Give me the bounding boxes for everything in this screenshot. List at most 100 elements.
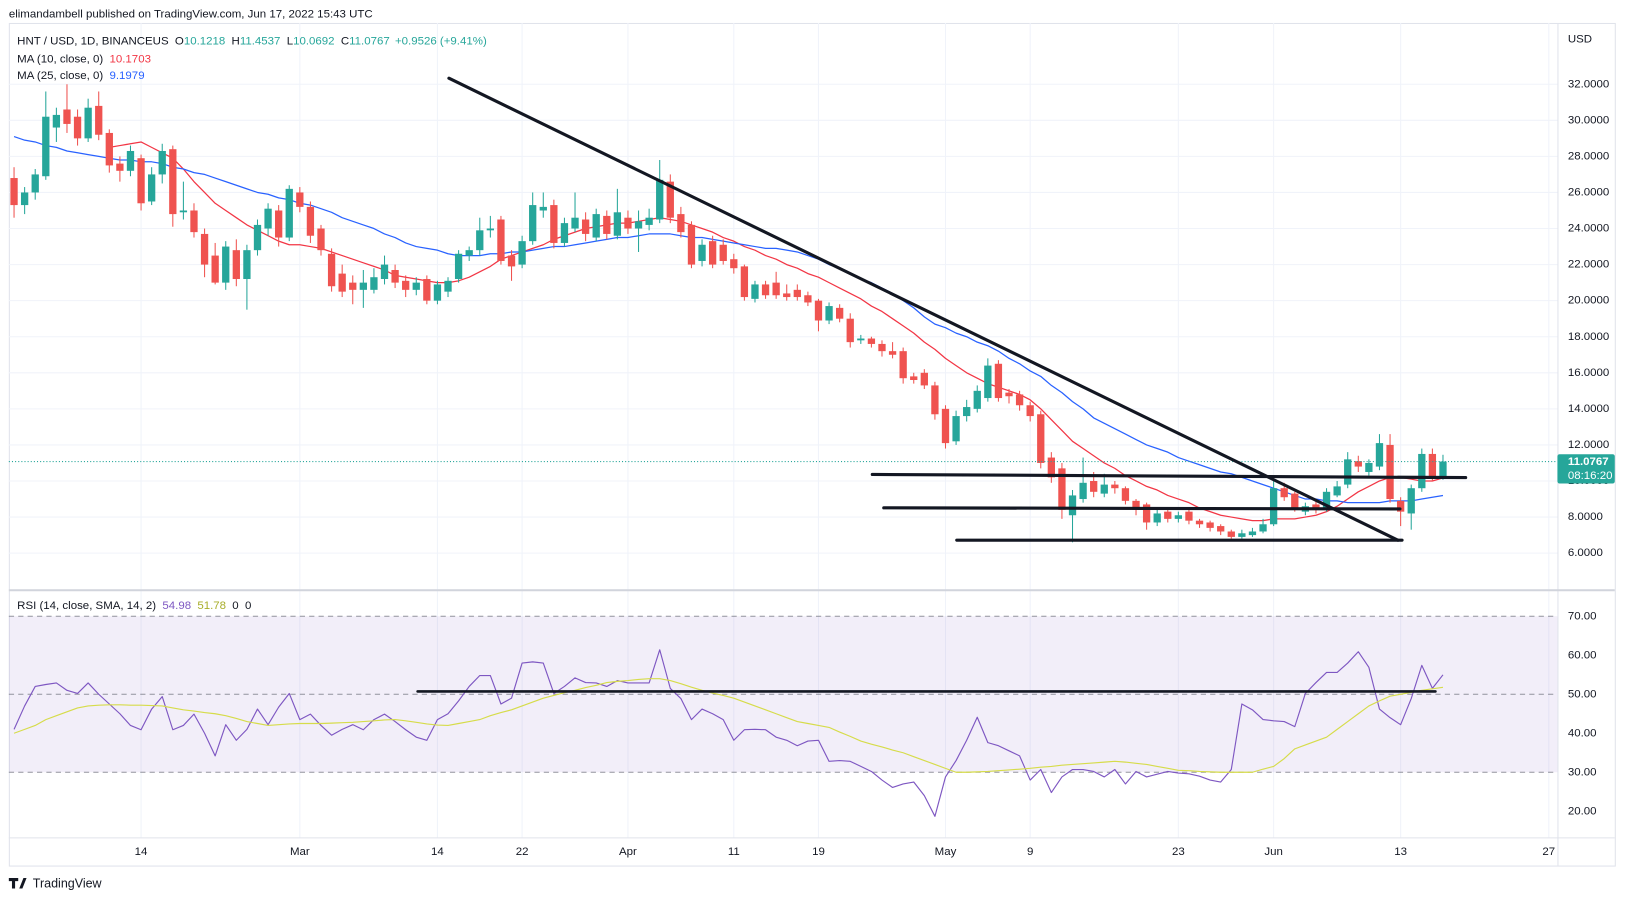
rsi-line bbox=[13, 649, 1444, 817]
candle-body bbox=[1068, 495, 1077, 516]
candle-body bbox=[296, 192, 304, 207]
y-tick-label: 28.0000 bbox=[1568, 150, 1609, 162]
logo-mark bbox=[8, 878, 27, 889]
candle-body bbox=[761, 284, 770, 296]
candle-body bbox=[613, 212, 622, 236]
candle-body bbox=[931, 385, 939, 415]
candle-body bbox=[1005, 392, 1013, 397]
candle-body bbox=[507, 255, 516, 267]
candle-body bbox=[560, 223, 569, 243]
candle-body bbox=[253, 224, 262, 251]
legend-item: C bbox=[341, 36, 349, 48]
candle-body bbox=[624, 217, 632, 229]
candle-body bbox=[10, 178, 18, 206]
candle-body bbox=[1269, 488, 1278, 525]
candle-body bbox=[433, 284, 442, 301]
candle-body bbox=[899, 351, 907, 379]
candle-body bbox=[751, 284, 759, 299]
candle-body bbox=[878, 343, 886, 352]
candle-body bbox=[984, 365, 992, 399]
support-line bbox=[882, 506, 1402, 511]
legend-item: 0 bbox=[245, 600, 251, 612]
x-tick-label: 23 bbox=[1172, 846, 1185, 858]
y-tick-label: 30.0000 bbox=[1568, 114, 1609, 126]
candle-body bbox=[465, 250, 473, 256]
candle-body bbox=[973, 390, 981, 409]
candle-body bbox=[317, 228, 325, 251]
candle-body bbox=[1153, 513, 1161, 523]
legend-item: MA (10, close, 0) bbox=[17, 53, 103, 65]
candle-body bbox=[232, 250, 240, 280]
moving-average bbox=[13, 135, 1444, 504]
y-tick-label: 20.0000 bbox=[1568, 295, 1609, 307]
candle-body bbox=[370, 277, 378, 290]
candle-body bbox=[42, 116, 50, 177]
y-tick-label: 24.0000 bbox=[1568, 223, 1609, 235]
candle-body bbox=[126, 150, 135, 171]
tradingview-logo: TradingView bbox=[8, 877, 103, 891]
candle-body bbox=[169, 149, 177, 215]
candle-body bbox=[1111, 484, 1119, 489]
candle-body bbox=[1333, 486, 1341, 496]
candle-body bbox=[63, 109, 71, 124]
candle-body bbox=[1312, 504, 1320, 510]
candle-body bbox=[634, 221, 643, 229]
candle-body bbox=[708, 241, 717, 265]
rsi-tick-label: 30.00 bbox=[1568, 766, 1597, 778]
candle-body bbox=[147, 174, 156, 202]
candle-body bbox=[444, 280, 452, 292]
y-tick-label: 22.0000 bbox=[1568, 259, 1609, 271]
x-tick-label: 9 bbox=[1027, 846, 1033, 858]
y-tick-label: 16.0000 bbox=[1568, 367, 1609, 379]
candle-body bbox=[1344, 459, 1352, 485]
candle-body bbox=[677, 214, 685, 233]
candle-body bbox=[1174, 515, 1183, 519]
y-tick-label: 26.0000 bbox=[1568, 186, 1609, 198]
candle-body bbox=[783, 293, 791, 298]
candle-body bbox=[179, 210, 188, 213]
candle-body bbox=[1428, 453, 1437, 479]
ma-legend: MA (25, close, 0) 9.1979 bbox=[17, 70, 144, 82]
candle-body bbox=[285, 188, 293, 238]
rsi-tick-label: 70.00 bbox=[1568, 610, 1597, 622]
candle-body bbox=[571, 217, 579, 229]
trend-drawings bbox=[416, 76, 1468, 693]
candle-body bbox=[1259, 524, 1267, 532]
candle-body bbox=[603, 215, 611, 234]
candle-body bbox=[867, 338, 876, 344]
candle-body bbox=[20, 192, 29, 206]
legend-item: 51.78 bbox=[197, 600, 226, 612]
label-layer: 6.00008.000010.000012.000014.000016.0000… bbox=[135, 78, 1615, 858]
candle-body bbox=[402, 280, 410, 290]
candle-body bbox=[1238, 533, 1246, 537]
candle-body bbox=[1195, 520, 1204, 525]
candle-body bbox=[1227, 531, 1235, 537]
candle-body bbox=[825, 306, 833, 321]
candle-body bbox=[1217, 526, 1225, 532]
legend-item: RSI (14, close, SMA, 14, 2) bbox=[17, 600, 156, 612]
legend-item: 10.0692 bbox=[293, 36, 334, 48]
rsi-band-layer bbox=[8, 615, 1558, 773]
candle-body bbox=[116, 163, 124, 171]
last-price-label: 11.0767 bbox=[1568, 456, 1609, 468]
ma-legend: MA (10, close, 0) 10.1703 bbox=[17, 53, 151, 65]
candle-body bbox=[380, 264, 389, 280]
legend-item: L bbox=[287, 36, 293, 48]
candle-body bbox=[910, 376, 918, 381]
legend-item: 0 bbox=[232, 600, 238, 612]
x-tick-label: Apr bbox=[619, 846, 637, 858]
candle-body bbox=[581, 219, 590, 234]
candle-body bbox=[52, 114, 61, 128]
candle-body bbox=[222, 246, 230, 283]
legend-item: 11.0767 bbox=[349, 36, 390, 48]
rsi-legend: RSI (14, close, SMA, 14, 2) 54.98 51.78 0 0 bbox=[17, 600, 251, 612]
candle-body bbox=[275, 210, 283, 238]
support-line bbox=[870, 472, 1468, 480]
x-tick-label: 14 bbox=[431, 846, 444, 858]
candle-body bbox=[666, 181, 674, 218]
candle-body bbox=[1079, 482, 1087, 500]
candle-body bbox=[31, 174, 39, 193]
candle-body bbox=[814, 300, 823, 321]
candle-body bbox=[963, 407, 971, 417]
